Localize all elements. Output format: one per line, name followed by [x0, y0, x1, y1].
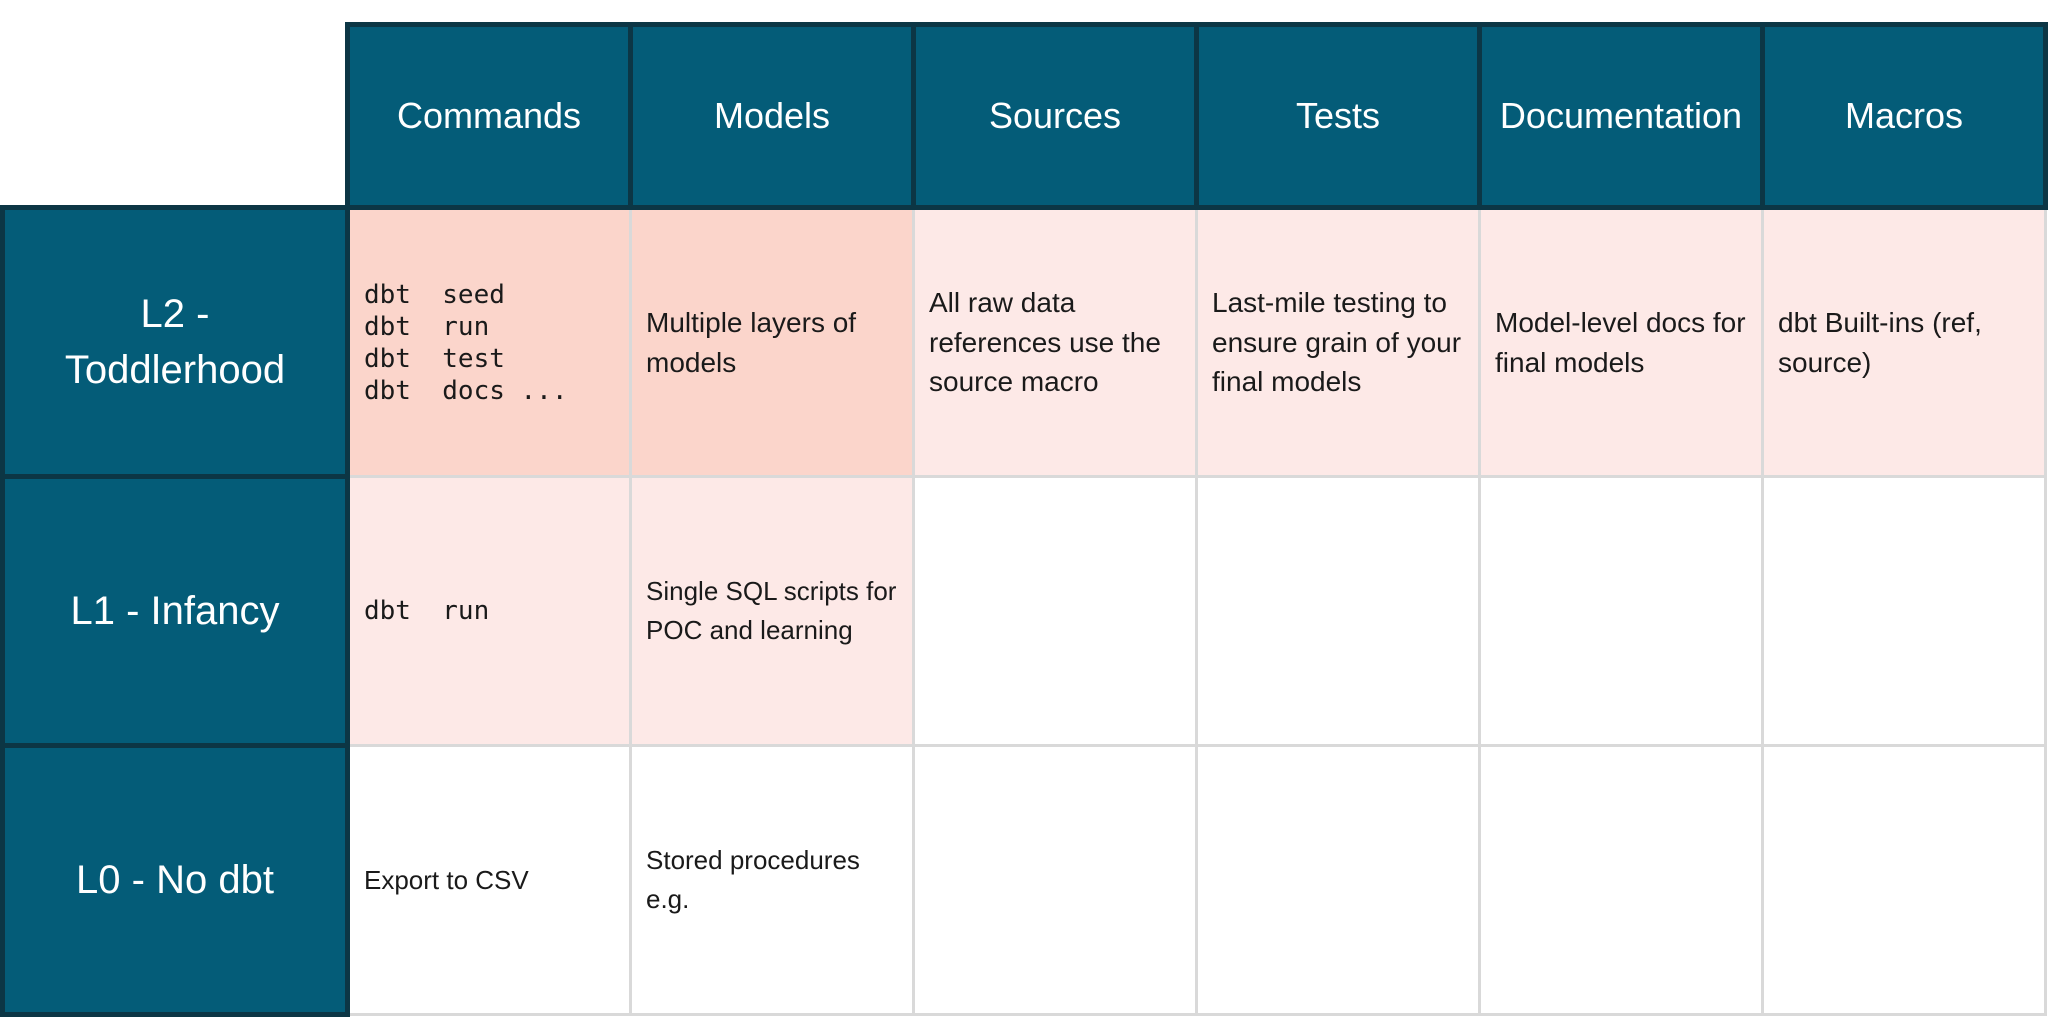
table-row-l1-infancy: L1 - Infancy dbt run Single SQL scripts …: [0, 474, 2047, 748]
cell-l1-macros: [1761, 475, 2047, 747]
col-header-documentation: Documentation: [1477, 22, 1765, 210]
cell-l1-sources: [912, 475, 1198, 747]
row-header-l2: L2 - Toddlerhood: [0, 205, 350, 479]
cell-l1-documentation: [1478, 475, 1764, 747]
col-header-tests: Tests: [1194, 22, 1482, 210]
cell-l2-commands: dbt seed dbt run dbt test dbt docs ...: [346, 206, 632, 478]
cell-l2-tests: Last-mile testing to ensure grain of you…: [1195, 206, 1481, 478]
cell-l0-tests: [1195, 744, 1481, 1016]
corner-cell: [2, 24, 348, 208]
cell-l1-tests: [1195, 475, 1481, 747]
col-header-macros: Macros: [1760, 22, 2048, 210]
cell-l0-macros: [1761, 744, 2047, 1016]
col-header-models: Models: [628, 22, 916, 210]
col-header-sources: Sources: [911, 22, 1199, 210]
cell-l2-documentation: Model-level docs for final models: [1478, 206, 1764, 478]
cell-l2-sources: All raw data references use the source m…: [912, 206, 1198, 478]
cell-l1-commands: dbt run: [346, 475, 632, 747]
cell-l2-models: Multiple layers of models: [629, 206, 915, 478]
row-header-l1: L1 - Infancy: [0, 474, 350, 748]
column-header-row: Commands Models Sources Tests Documentat…: [2, 22, 2048, 210]
maturity-matrix-table: Commands Models Sources Tests Documentat…: [0, 22, 2048, 1017]
table-row-l0-no-dbt: L0 - No dbt Export to CSV Stored procedu…: [0, 743, 2047, 1017]
cell-l0-commands: Export to CSV: [346, 744, 632, 1016]
cell-l2-macros: dbt Built-ins (ref, source): [1761, 206, 2047, 478]
row-header-l0: L0 - No dbt: [0, 743, 350, 1017]
table-row-l2-toddlerhood: L2 - Toddlerhood dbt seed dbt run dbt te…: [0, 205, 2047, 479]
col-header-commands: Commands: [345, 22, 633, 210]
cell-l1-models: Single SQL scripts for POC and learning: [629, 475, 915, 747]
cell-l0-documentation: [1478, 744, 1764, 1016]
cell-l0-sources: [912, 744, 1198, 1016]
cell-l0-models: Stored procedures e.g.: [629, 744, 915, 1016]
